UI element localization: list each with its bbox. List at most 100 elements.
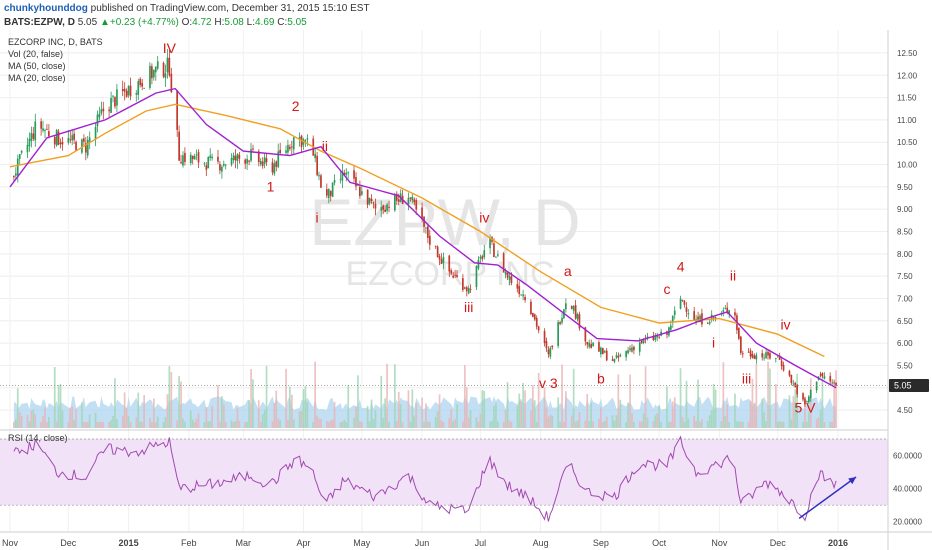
volume-bar <box>339 422 342 428</box>
volume-bar <box>549 414 552 428</box>
candle-body <box>821 373 824 377</box>
volume-bar <box>59 384 62 428</box>
candle-body <box>75 141 77 151</box>
volume-bar <box>714 389 717 428</box>
candle-body <box>561 317 563 323</box>
candle-body <box>685 307 688 312</box>
price-change: +0.23 (+4.77%) <box>109 17 179 28</box>
volume-bar <box>372 419 375 428</box>
candle-body <box>753 355 756 359</box>
volume-bar <box>775 384 777 428</box>
candle-body <box>598 342 600 352</box>
candle-body <box>506 272 509 278</box>
candle-body <box>100 109 103 114</box>
volume-bar <box>83 422 85 428</box>
volume-bar <box>728 422 730 428</box>
volume-bar <box>100 421 103 428</box>
volume-bar <box>333 401 336 428</box>
candle-body <box>116 89 118 106</box>
candle-body <box>347 172 350 174</box>
wave-label: i <box>316 210 319 226</box>
volume-bar <box>605 416 608 428</box>
candle-body <box>535 317 538 327</box>
candle-body <box>195 154 198 156</box>
candle-body <box>314 154 316 159</box>
volume-bar <box>543 387 546 428</box>
candle-body <box>135 93 138 95</box>
candle-body <box>436 246 439 258</box>
candle-body <box>170 73 173 92</box>
candle-body <box>85 143 87 153</box>
price-axis[interactable]: 12.50 12.00 11.50 11.00 10.50 10.00 9.50 9.00 8.… <box>897 49 918 415</box>
volume-bar <box>48 417 50 428</box>
low-label: L: <box>246 17 255 28</box>
candle-body <box>48 131 50 137</box>
time-tick: 2015 <box>119 538 139 548</box>
candle-body <box>329 190 332 196</box>
volume-bar <box>176 420 178 428</box>
candle-body <box>230 158 233 165</box>
candle-body <box>477 259 480 269</box>
volume-bar <box>815 419 818 428</box>
volume-bar <box>804 396 806 428</box>
volume-bar <box>778 421 781 428</box>
candle-body <box>429 235 431 245</box>
wave-label: iii <box>464 299 473 315</box>
candle-body <box>559 322 561 324</box>
volume-bar <box>533 400 536 428</box>
time-tick: Jun <box>415 538 430 548</box>
author-link[interactable]: chunkyhounddog <box>4 3 88 14</box>
watermark-ticker: EZPW, D <box>309 185 580 259</box>
volume-bar <box>670 421 672 428</box>
time-axis[interactable]: Nov Dec 2015 Feb Mar Apr May Jun Jul Aug Sep Oct Nov… <box>2 538 848 548</box>
volume-bar <box>598 418 600 428</box>
candle-body <box>395 193 398 201</box>
candle-body <box>388 206 390 208</box>
volume-bar <box>518 393 521 428</box>
candle-body <box>397 199 400 202</box>
volume-bar <box>520 401 522 428</box>
candle-body <box>456 274 458 278</box>
volume-bar <box>491 420 493 428</box>
candle-body <box>524 297 526 301</box>
volume-bar <box>114 378 116 428</box>
candle-body <box>221 166 223 172</box>
candle-body <box>127 86 130 96</box>
candle-body <box>617 355 620 358</box>
volume-bar <box>504 409 507 428</box>
candle-body <box>592 342 594 346</box>
symbol-label[interactable]: BATS:EZPW, D <box>4 17 75 28</box>
volume-bar <box>652 421 655 428</box>
candle-body <box>584 327 587 342</box>
candle-body <box>156 61 159 69</box>
candle-body <box>232 155 235 160</box>
candle-body <box>96 114 99 127</box>
candle-body <box>602 348 604 355</box>
volume-bar <box>382 418 384 428</box>
volume-bar <box>42 416 44 428</box>
volume-bar <box>572 368 575 428</box>
volume-bar <box>765 421 767 428</box>
close-value: 5.05 <box>287 17 307 28</box>
volume-bar <box>551 415 554 428</box>
volume-bar <box>312 422 315 428</box>
rsi-axis[interactable]: 60.0000 40.0000 20.0000 <box>893 452 922 527</box>
candle-body <box>191 155 194 160</box>
volume-bar <box>217 385 219 428</box>
candle-body <box>823 376 826 379</box>
volume-bar <box>751 378 754 428</box>
volume-bar <box>600 407 602 428</box>
wave-label: 5 V <box>794 399 816 415</box>
candle-body <box>489 238 491 249</box>
volume-bar <box>633 421 635 428</box>
time-tick: Dec <box>770 538 787 548</box>
volume-bar <box>300 411 303 428</box>
candle-body <box>481 256 484 260</box>
volume-bar <box>479 413 482 428</box>
volume-bar <box>456 404 458 428</box>
volume-bar <box>790 419 793 428</box>
candle-body <box>46 128 48 130</box>
volume-bar <box>617 374 620 428</box>
candle-body <box>796 385 798 395</box>
